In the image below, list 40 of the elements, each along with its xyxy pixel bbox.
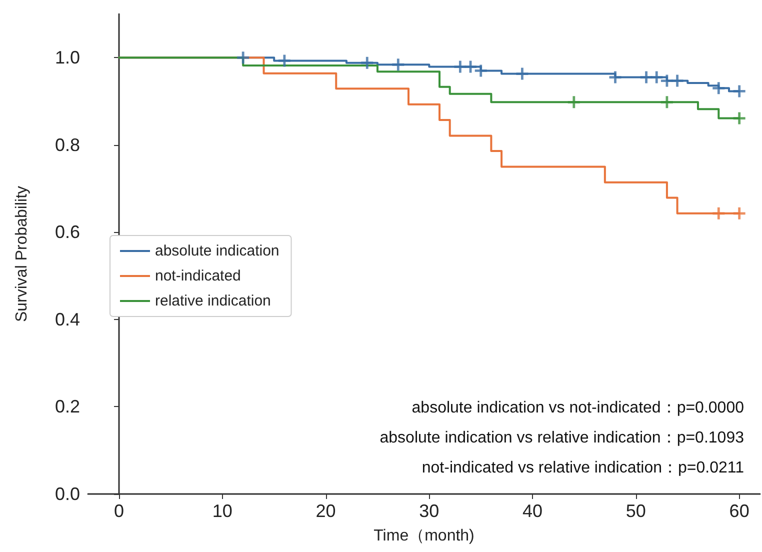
x-tick-label: 0 (114, 501, 124, 521)
y-tick-label: 1.0 (54, 48, 80, 68)
x-axis-title: Time（month) (374, 528, 474, 544)
legend-label: not-indicated (155, 268, 241, 284)
y-axis-title: Survival Probability (14, 186, 30, 322)
y-tick-label: 0.0 (54, 484, 80, 504)
annotation: absolute indication vs not-indicated：p=0.0000 (412, 400, 744, 416)
x-tick-label: 50 (626, 501, 646, 521)
point (568, 96, 580, 108)
point (712, 82, 725, 94)
x-tick-label: 20 (316, 501, 336, 521)
point (733, 112, 746, 124)
y-tick-label: 0.2 (54, 396, 80, 417)
point (464, 60, 477, 73)
legend-label: absolute indication (155, 242, 280, 260)
x-tick-label: 30 (419, 501, 440, 521)
point (671, 74, 684, 87)
point (392, 58, 404, 71)
point (650, 71, 663, 84)
point (712, 207, 725, 220)
point (660, 96, 673, 108)
y-tick-label: 0.6 (54, 222, 80, 242)
point (609, 71, 622, 84)
point (454, 60, 466, 73)
point (733, 207, 746, 220)
y-tick-label: 0.4 (54, 309, 80, 330)
point (640, 71, 652, 84)
x-tick-label: 40 (522, 501, 543, 521)
point (474, 64, 487, 77)
point (237, 52, 250, 64)
y-tick-label: 0.8 (54, 134, 80, 155)
x-tick-label: 10 (212, 501, 232, 521)
legend-label: relative indication (155, 292, 271, 310)
annotation: not-indicated vs relative indication：p=0.0211 (422, 460, 744, 476)
point (516, 68, 528, 80)
x-tick-label: 60 (729, 501, 750, 521)
point (733, 85, 746, 98)
annotation: absolute indication vs relative indication：p=0.1093 (380, 430, 744, 446)
point (278, 54, 290, 67)
point (361, 56, 374, 69)
